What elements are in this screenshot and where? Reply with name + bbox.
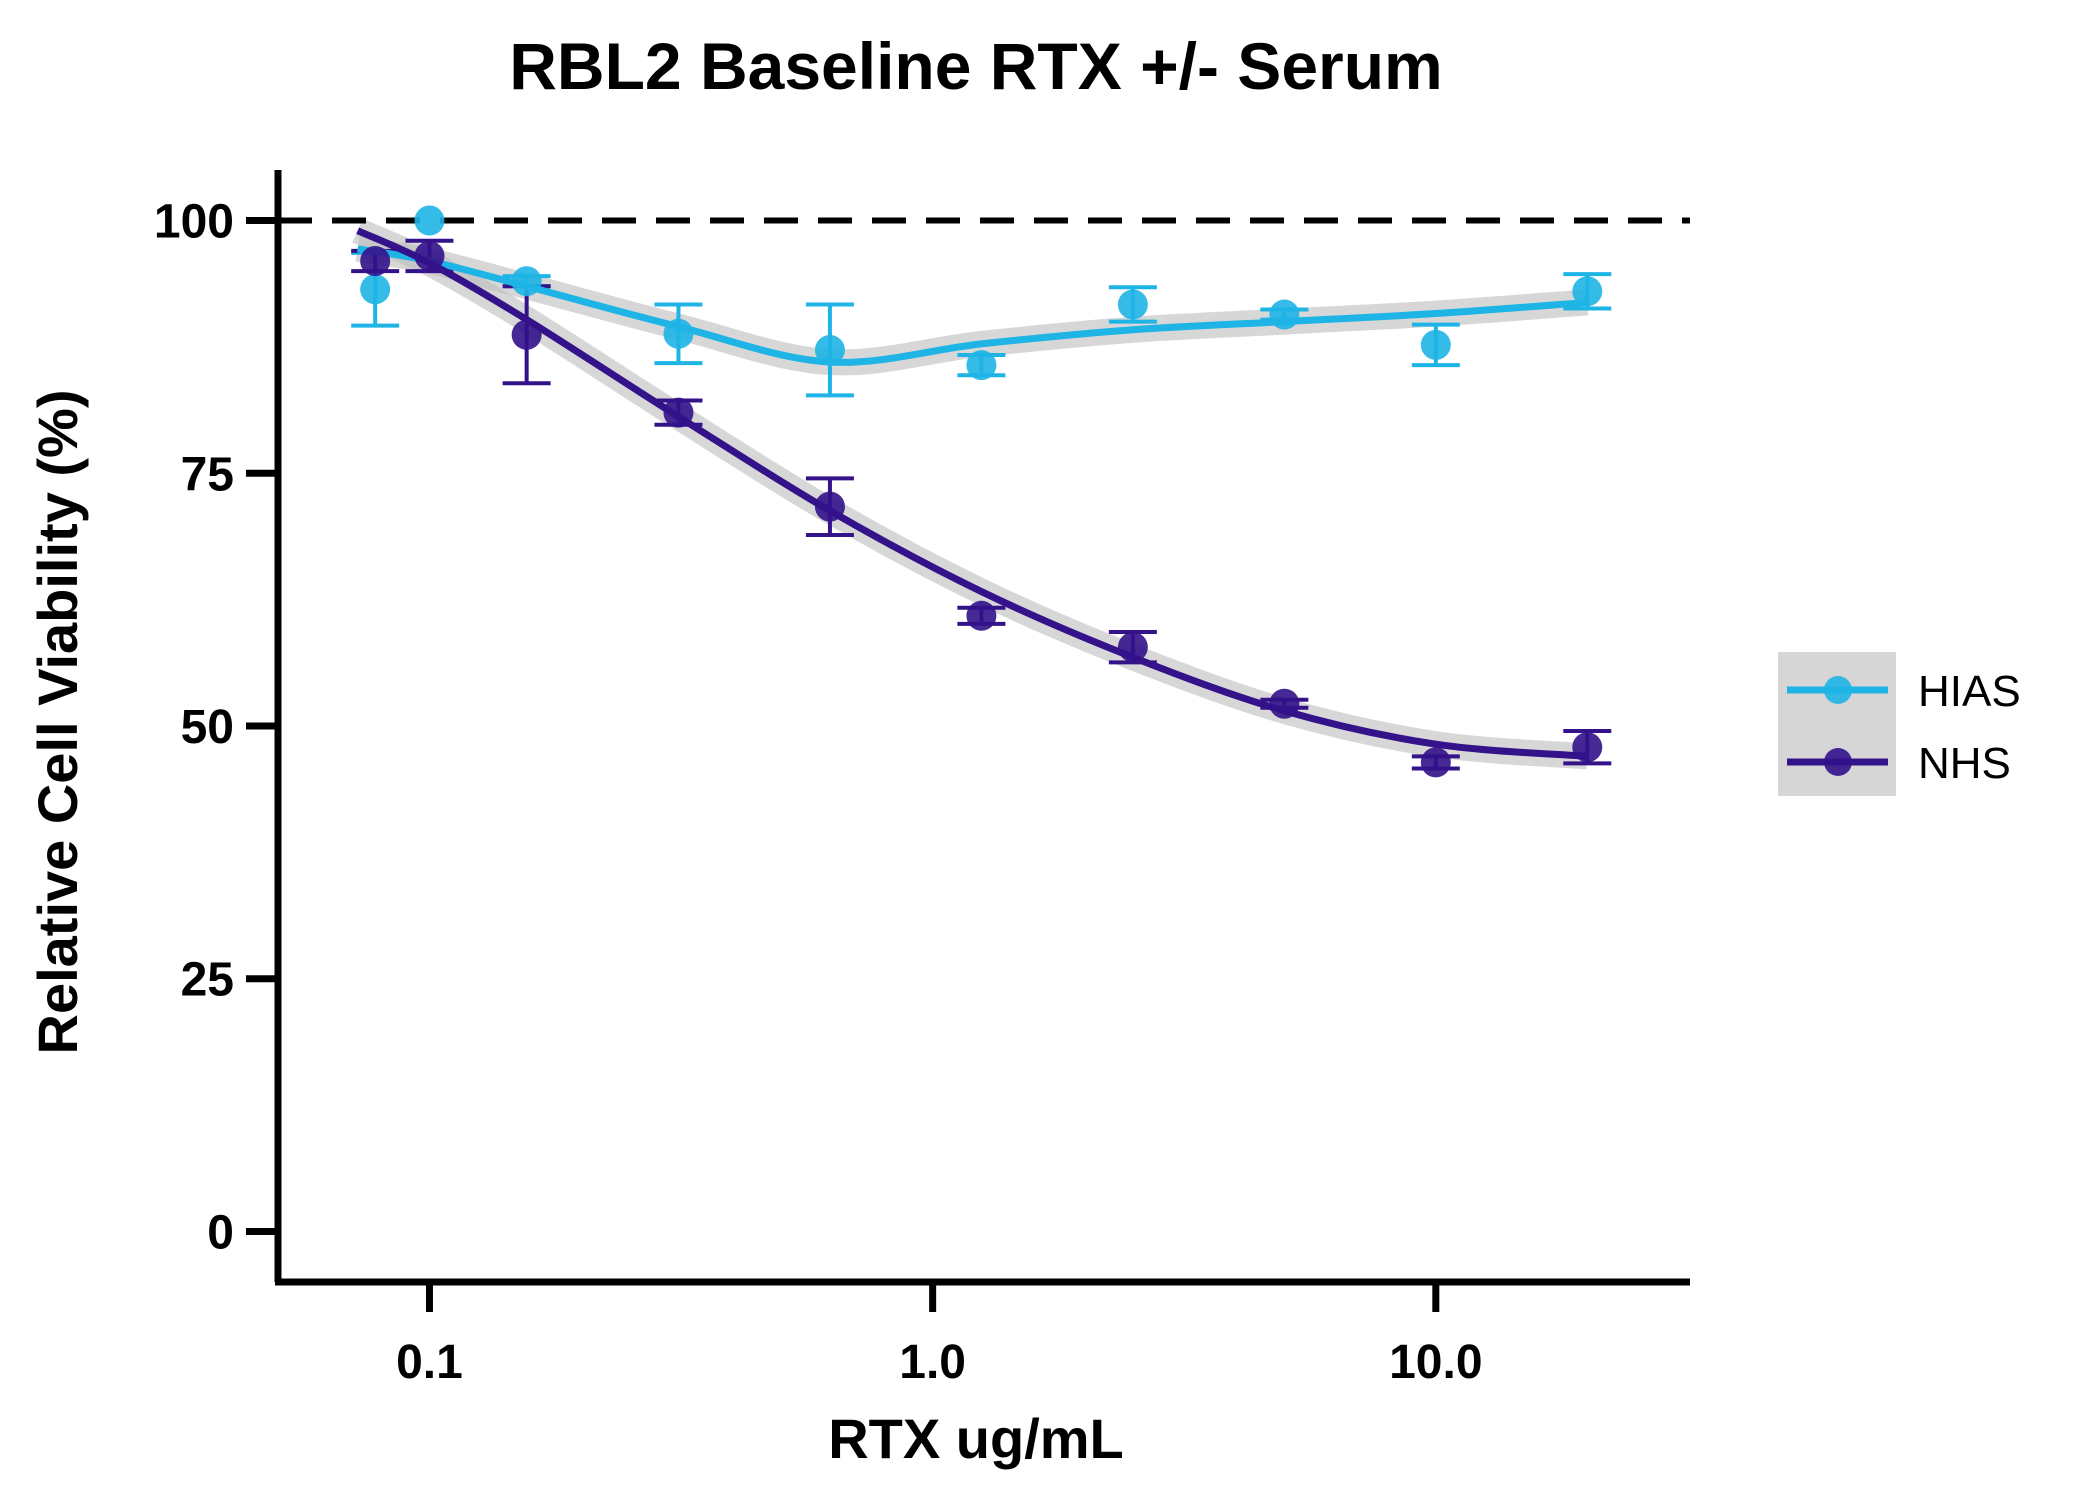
nhs-data-point xyxy=(1269,688,1300,719)
hias-data-point xyxy=(360,274,391,305)
nhs-data-point xyxy=(663,397,694,428)
nhs-legend-label: NHS xyxy=(1918,739,2011,788)
y-tick-label: 100 xyxy=(154,196,234,249)
y-tick-label: 0 xyxy=(207,1206,234,1259)
axes: 0 25 50 75 100 0.1 1.0 10.0 xyxy=(154,170,1690,1389)
hias-data-point xyxy=(1572,276,1603,307)
confidence-bands xyxy=(352,218,1589,770)
x-tick-label: 0.1 xyxy=(396,1336,463,1389)
hias-data-point xyxy=(663,318,694,349)
y-tick-label: 50 xyxy=(181,701,234,754)
hias-data-point xyxy=(1420,329,1451,360)
hias-data-point xyxy=(966,350,997,381)
nhs-data-point xyxy=(1117,632,1148,663)
chart-title: RBL2 Baseline RTX +/- Serum xyxy=(509,29,1442,103)
hias-fit-line xyxy=(357,245,1588,366)
y-axis-label: Relative Cell Viability (%) xyxy=(26,390,89,1055)
nhs-data-point xyxy=(414,240,445,271)
data-points xyxy=(360,205,1603,778)
hias-data-point xyxy=(414,205,445,236)
nhs-data-point xyxy=(814,491,845,522)
nhs-fit-line xyxy=(356,227,1588,760)
hias-data-point xyxy=(1269,299,1300,330)
hias-data-point xyxy=(1117,289,1148,320)
nhs-data-point xyxy=(1420,747,1451,778)
x-tick-label: 10.0 xyxy=(1389,1336,1482,1389)
x-axis-label: RTX ug/mL xyxy=(828,1407,1124,1470)
hias-legend-label: HIAS xyxy=(1918,667,2021,716)
y-tick-label: 75 xyxy=(181,448,234,501)
x-tick-label: 1.0 xyxy=(899,1336,966,1389)
legend: HIAS NHS xyxy=(1778,652,2021,796)
hias-legend-marker xyxy=(1824,676,1852,704)
hias-data-point xyxy=(511,266,542,297)
nhs-data-point xyxy=(360,245,391,276)
nhs-legend-marker xyxy=(1824,748,1852,776)
y-tick-label: 25 xyxy=(181,954,234,1007)
hias-data-point xyxy=(814,334,845,365)
nhs-data-point xyxy=(966,600,997,631)
nhs-data-point xyxy=(1572,732,1603,763)
nhs-data-point xyxy=(511,319,542,350)
fit-lines xyxy=(356,227,1588,760)
